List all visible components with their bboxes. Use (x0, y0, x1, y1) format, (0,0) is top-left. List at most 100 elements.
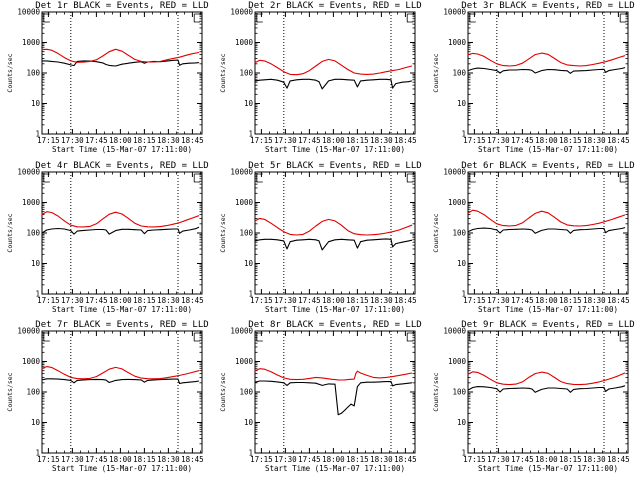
det8-events-point (337, 414, 339, 416)
det8-ylabel: Counts/sec (219, 372, 227, 411)
det1-lld-point (121, 50, 123, 52)
det4-events-point (127, 228, 129, 230)
det9-lld-point (477, 372, 478, 373)
det9-lld-point (605, 379, 606, 381)
det3-lld-point (592, 64, 594, 65)
det7-events-point (105, 379, 107, 381)
det3-events-point (586, 70, 587, 71)
det7-lld-point (166, 377, 168, 379)
det8-events-point (321, 385, 323, 386)
det3-events-point (502, 70, 504, 72)
det8-lld-point (366, 375, 368, 376)
det2-ytick-label: 1 (248, 130, 253, 139)
det6-lld-point (554, 216, 555, 218)
det4-events-point (70, 230, 72, 232)
det9-events-point (608, 388, 610, 390)
det3-events-point (509, 69, 510, 71)
det2-lld-point (405, 67, 406, 68)
det7-events-point (195, 381, 197, 382)
det3-events-point (534, 72, 536, 74)
det6-events-point (560, 229, 562, 230)
det5-lld-point (373, 234, 374, 236)
det4-events-point (89, 229, 91, 231)
det2-events-point (366, 79, 368, 81)
det2-events-point (302, 78, 304, 80)
det7-ytick-label: 1000 (22, 357, 41, 366)
det4-xtick-label: 18:00 (109, 296, 132, 305)
det1-events-point (105, 64, 107, 65)
det3-events-point (522, 69, 523, 70)
det4-events-point (147, 230, 149, 232)
det3-attenuator-mark (619, 13, 627, 23)
det4-lld-point (127, 218, 129, 219)
det9-lld-point (515, 383, 517, 385)
det6-ytick-label: 100 (452, 229, 466, 238)
det1-events-point (195, 62, 197, 64)
det5-lld-point (302, 234, 304, 235)
det2-lld-point (264, 60, 265, 62)
det5-events-point (315, 239, 317, 241)
det1-events-point (115, 65, 116, 67)
det3-ytick-label: 1000 (448, 38, 467, 47)
det8-events-point (411, 382, 413, 384)
det7-events-point (121, 379, 123, 380)
det6-lld-point (467, 212, 469, 214)
det8-lld-point (315, 377, 317, 378)
det5-events-point (270, 238, 272, 240)
det7-lld-point (46, 366, 48, 367)
det6-lld-point (573, 225, 574, 227)
det4-events-point (172, 228, 174, 230)
det3-events-point (547, 69, 549, 70)
det1-ylabel: Counts/sec (6, 53, 14, 92)
det8-events-point (328, 383, 329, 385)
det2-events-point (392, 87, 393, 89)
det2-attenuator-mark (406, 13, 414, 23)
det6-title: Det 6r BLACK = Events, RED = LLD (461, 161, 634, 171)
det4-lld-point (64, 220, 65, 222)
det9-xlabel: Start Time (15-Mar-07 17:11:00) (478, 464, 618, 473)
det4-events-point (76, 230, 78, 232)
det7-events-point (179, 383, 181, 384)
det6-lld-point (579, 225, 581, 227)
det4-events-point (179, 232, 181, 234)
det9-events-point (592, 387, 594, 389)
det2-lld-point (360, 73, 361, 75)
det8-events-point (315, 382, 317, 384)
det5-events-point (347, 239, 349, 241)
det9-lld-point (586, 383, 587, 385)
det8-lld-point (259, 368, 261, 370)
det8-ytick-label: 10000 (230, 327, 253, 336)
det6-events-point (579, 229, 581, 231)
det6-events-point (570, 232, 571, 234)
det4-xtick-label: 18:30 (157, 296, 180, 305)
det4-events-point (105, 229, 107, 231)
det6-xtick-label: 18:30 (583, 296, 606, 305)
det9-ytick-label: 1000 (448, 357, 467, 366)
det7-events-point (198, 380, 200, 382)
det3-ytick-label: 10000 (443, 8, 466, 17)
det2-events-point (328, 80, 329, 82)
det9-events-point (490, 387, 491, 388)
det8-events-point (264, 380, 265, 382)
det8-events-point (366, 381, 368, 383)
det5-xtick-label: 17:45 (298, 296, 321, 305)
det2-events-point (390, 79, 392, 81)
det5-lld-point (315, 225, 317, 227)
det8-lld-point (353, 378, 355, 380)
det3-lld-point (515, 65, 517, 66)
det7-events-point (172, 378, 174, 380)
det2-events-point (401, 81, 403, 83)
det2-ytick-label: 1000 (235, 38, 254, 47)
det3-events-point (603, 68, 605, 70)
det7-events-point (73, 382, 75, 384)
det6-events-point (541, 230, 542, 231)
det6-events-point (515, 228, 517, 230)
det2-ylabel: Counts/sec (219, 53, 227, 92)
det9-events-point (483, 386, 485, 388)
det7-xtick-label: 18:00 (109, 455, 132, 464)
det2-events-point (318, 81, 320, 83)
det8-lld-point (321, 377, 323, 379)
det7-title: Det 7r BLACK = Events, RED = LLD (35, 320, 208, 330)
det7-events-point (41, 379, 43, 381)
